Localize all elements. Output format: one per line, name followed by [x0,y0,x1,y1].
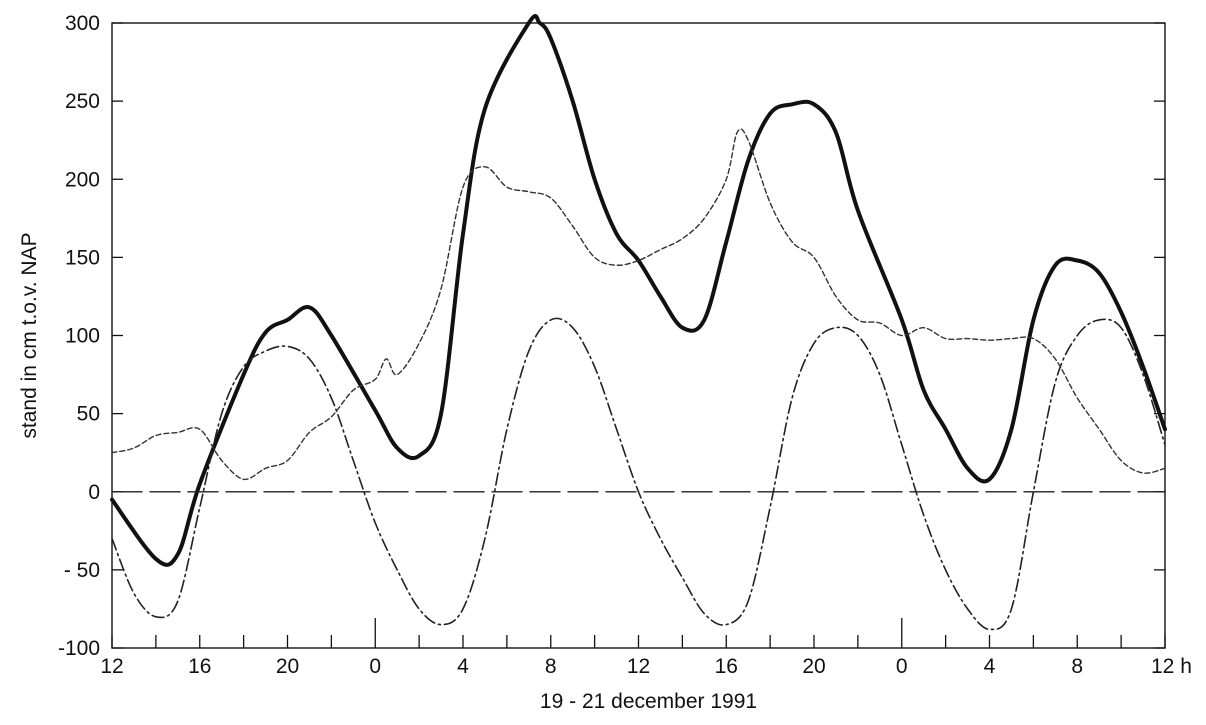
series-line-dash-dot [111,317,1166,631]
series-line-dashed [111,128,1166,481]
x-tick-label: 8 [1071,655,1083,678]
x-tick-label: 4 [984,655,996,678]
plot-frame [111,22,1166,649]
x-tick-label: 20 [802,655,825,678]
y-tick-label: 300 [65,12,100,35]
y-tick-label: -100 [58,637,100,660]
x-tick-label: 16 [188,655,211,678]
x-tick-label: 0 [369,655,381,678]
x-tick-label: 16 [715,655,738,678]
y-tick-label: 150 [65,246,100,269]
x-tick-label: 12 [100,655,123,678]
x-tick-label: 8 [545,655,557,678]
x-axis-title: 19 - 21 december 1991 [540,690,757,713]
series-layer [110,14,1167,631]
x-tick-label: 4 [457,655,469,678]
series-line-solid-thick [110,14,1167,567]
y-tick-label: 0 [88,481,100,504]
axes [111,22,1166,649]
y-tick-label: 250 [65,90,100,113]
y-tick-label: 200 [65,168,100,191]
y-axis-title: stand in cm t.o.v. NAP [18,232,41,438]
y-tick-label: 100 [65,325,100,348]
x-tick-label: 12 h [1151,655,1192,678]
y-tick-label: 50 [77,403,100,426]
x-tick-label: 12 [627,655,650,678]
y-tick-label: - 50 [64,559,100,582]
x-tick-label: 20 [276,655,299,678]
x-tick-label: 0 [896,655,908,678]
